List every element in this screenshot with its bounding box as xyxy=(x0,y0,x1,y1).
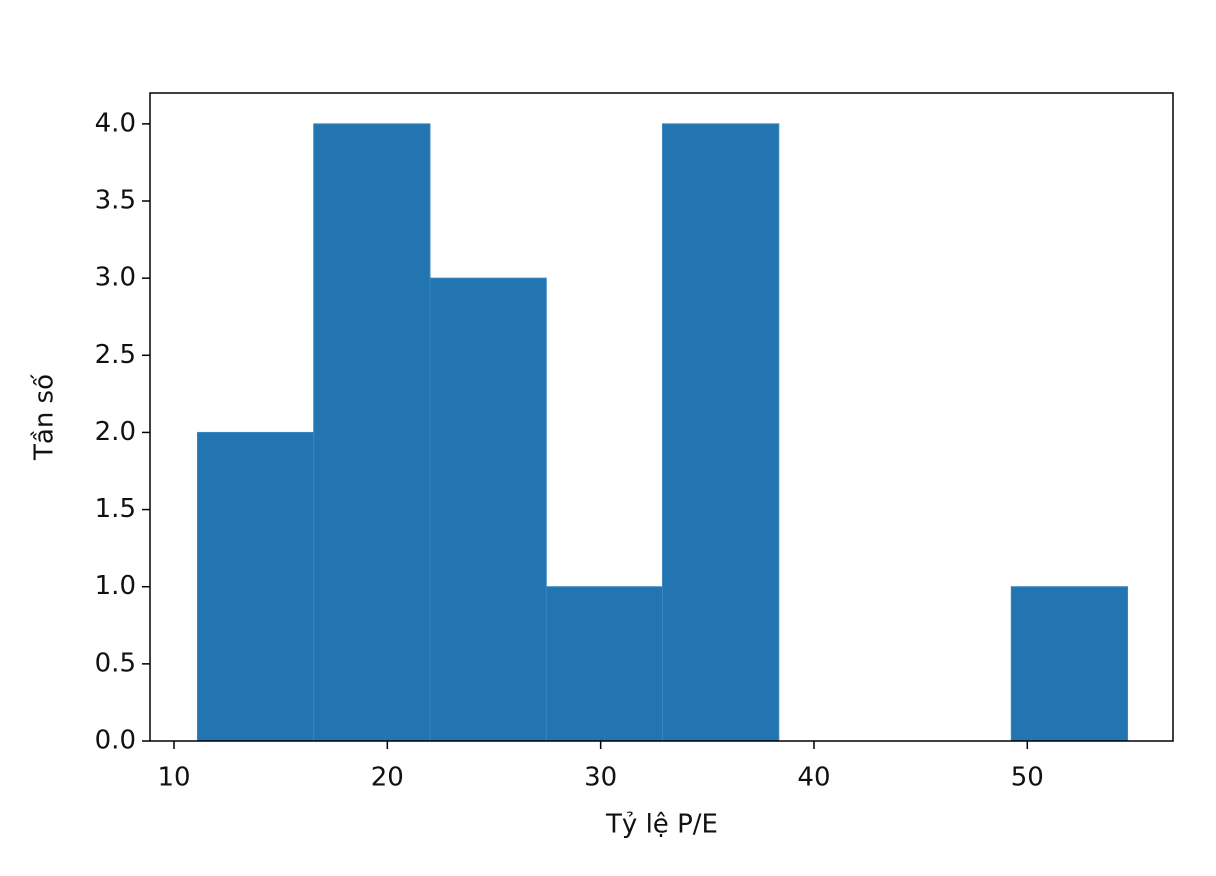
x-axis-label: Tỷ lệ P/E xyxy=(605,810,718,840)
x-tick-label: 10 xyxy=(157,763,190,793)
bar xyxy=(545,586,664,742)
bar xyxy=(429,277,547,742)
y-tick-label: 1.5 xyxy=(95,494,136,524)
y-tick-label: 0.0 xyxy=(95,726,136,756)
y-tick-label: 3.5 xyxy=(95,186,136,216)
x-tick-label: 40 xyxy=(797,763,830,793)
plot-frame xyxy=(149,92,1174,742)
y-tick-label: 1.0 xyxy=(95,571,136,601)
x-tick-label: 30 xyxy=(584,763,617,793)
bar xyxy=(313,123,431,742)
y-tick-label: 2.5 xyxy=(95,340,136,370)
y-tick-label: 4.0 xyxy=(95,108,136,138)
x-tick-label: 50 xyxy=(1011,763,1044,793)
bar xyxy=(196,431,315,742)
bar xyxy=(662,123,780,742)
y-tick-label: 2.0 xyxy=(95,417,136,447)
x-tick-label: 20 xyxy=(371,763,404,793)
y-tick-label: 0.5 xyxy=(95,648,136,678)
y-tick-label: 3.0 xyxy=(95,263,136,293)
bar xyxy=(1010,586,1129,742)
y-axis-label: Tần số xyxy=(30,374,60,461)
